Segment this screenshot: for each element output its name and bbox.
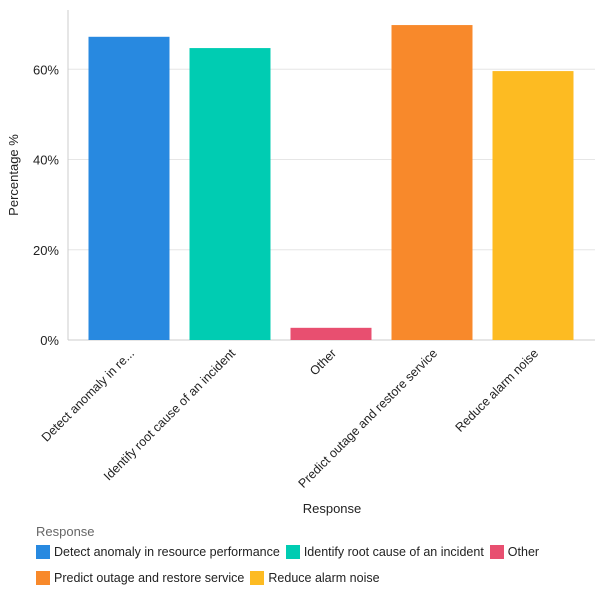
legend-item[interactable]: Identify root cause of an incident [285,545,484,559]
y-tick-label: 60% [33,62,59,77]
legend-item[interactable]: Other [489,545,540,559]
x-tick-label: Other [307,346,339,378]
y-tick-label: 0% [40,333,59,348]
legend-title: Response [36,524,95,539]
legend-label: Other [507,545,540,559]
bar [391,25,473,340]
x-axis-title: Response [303,501,362,516]
bar [189,48,271,340]
bar [290,327,372,340]
x-tick-label: Reduce alarm noise [453,346,542,435]
legend: Response Detect anomaly in resource perf… [36,524,596,585]
legend-label: Identify root cause of an incident [303,545,484,559]
legend-item[interactable]: Predict outage and restore service [36,571,244,585]
y-axis-title: Percentage % [6,134,21,216]
bar [88,36,170,340]
x-tick-label: Detect anomaly in re... [39,346,137,444]
legend-label: Predict outage and restore service [54,571,245,585]
bar [492,71,574,340]
legend-swatch [250,571,265,585]
bar-chart: 0%20%40%60%Detect anomaly in re...Identi… [6,10,595,516]
y-tick-label: 20% [33,243,59,258]
legend-swatch [489,545,504,559]
y-tick-label: 40% [33,153,59,168]
legend-swatch [36,545,50,559]
legend-label: Detect anomaly in resource performance [54,545,280,559]
legend-swatch [285,545,300,559]
legend-label: Reduce alarm noise [268,571,380,585]
legend-item[interactable]: Reduce alarm noise [250,571,380,585]
legend-swatch [36,571,50,585]
legend-item[interactable]: Detect anomaly in resource performance [36,545,280,559]
